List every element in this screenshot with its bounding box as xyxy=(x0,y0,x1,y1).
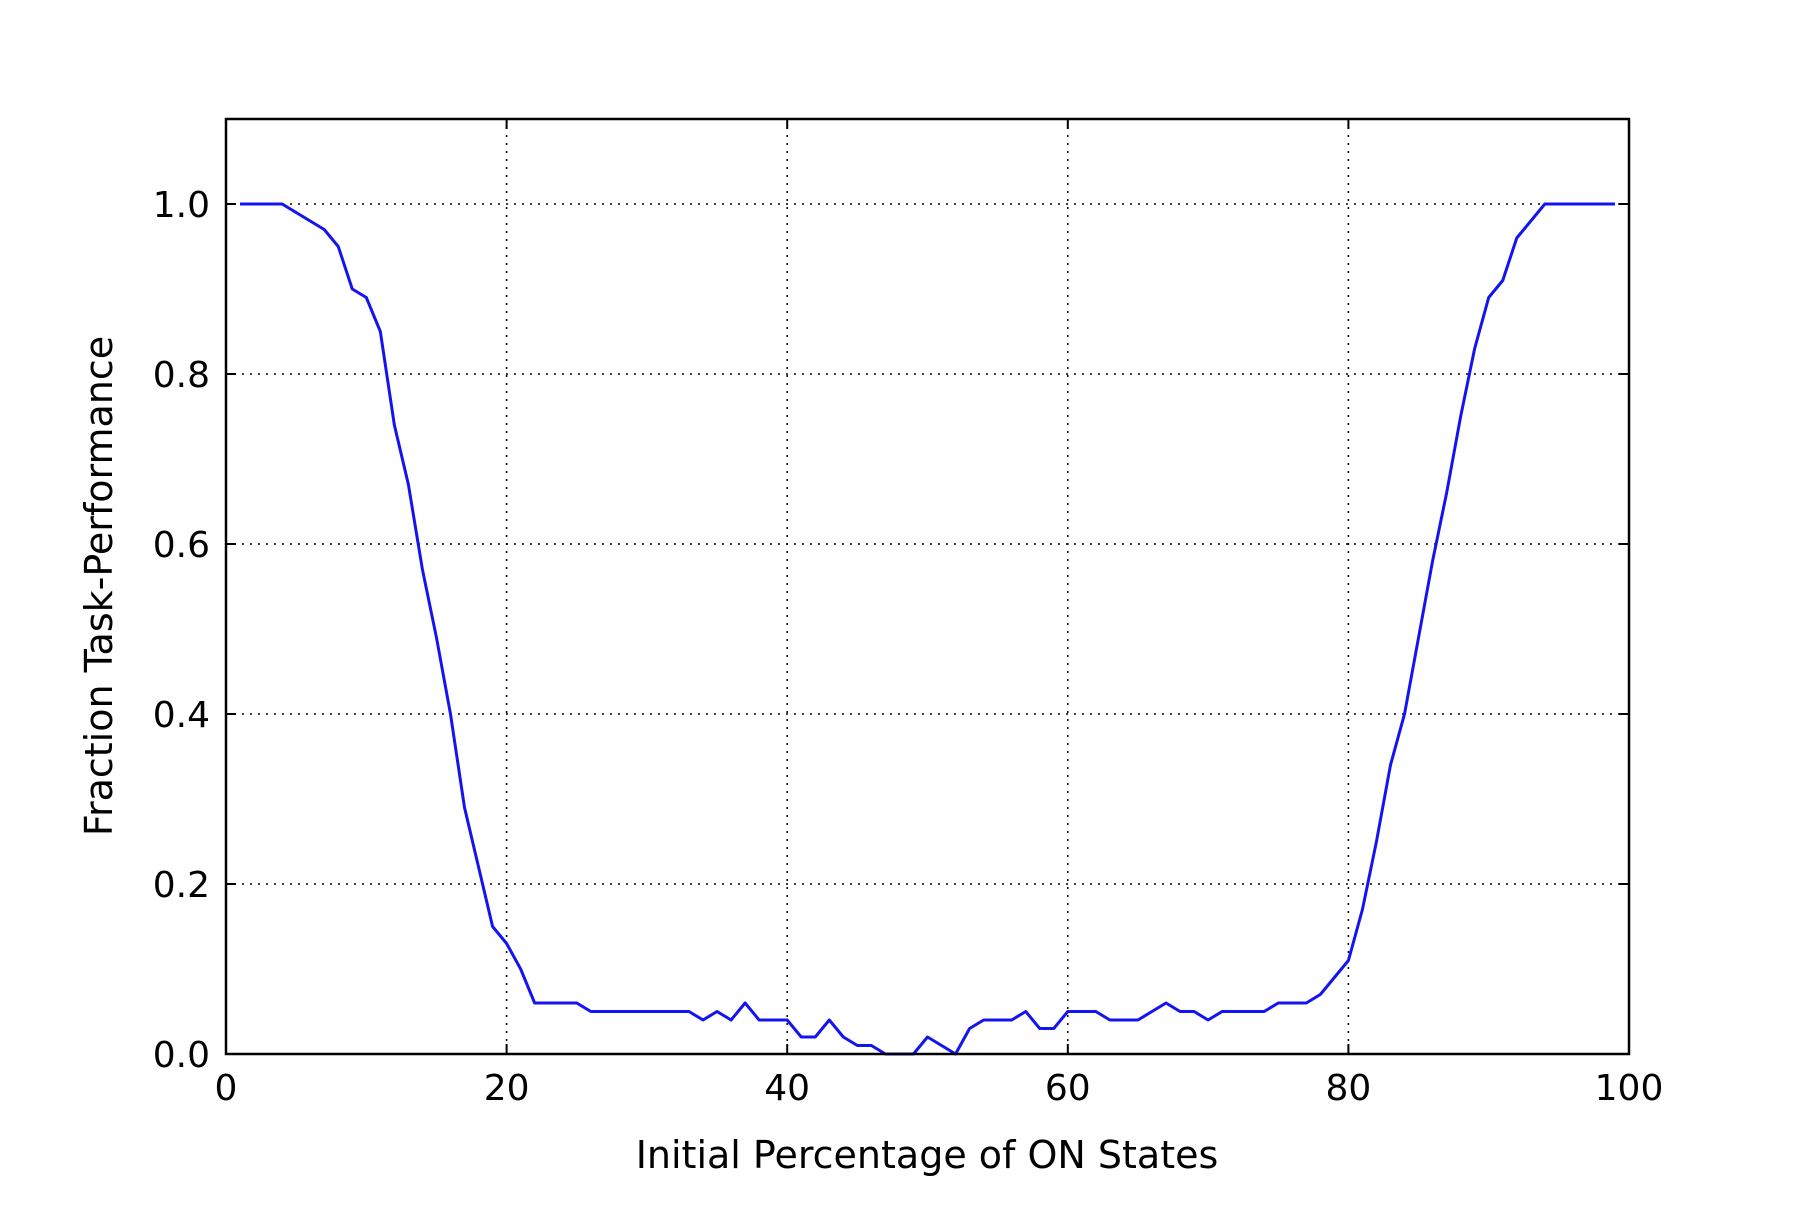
y-tick-label: 0.0 xyxy=(153,1035,210,1076)
x-tick-label: 0 xyxy=(215,1068,238,1109)
plot-frame xyxy=(224,117,1631,1056)
y-tick-label: 1.0 xyxy=(153,185,210,226)
x-tick-label: 80 xyxy=(1325,1068,1371,1109)
y-tick-label: 0.6 xyxy=(153,525,210,566)
series-line xyxy=(240,202,1615,1056)
x-tick-label: 60 xyxy=(1045,1068,1091,1109)
y-tick-label: 0.4 xyxy=(153,695,210,736)
y-tick-label: 0.8 xyxy=(153,355,210,396)
tick-layer: 0 20 40 60 80 100 0.0 0.2 0.4 0.6 0.8 1.0 xyxy=(153,119,1664,1109)
x-tick-label: 20 xyxy=(484,1068,530,1109)
x-tick-label: 100 xyxy=(1595,1068,1664,1109)
y-tick-label: 0.2 xyxy=(153,865,210,906)
y-axis-label: Fraction Task-Performance xyxy=(77,336,121,836)
series-layer xyxy=(240,202,1615,1056)
grid-lines xyxy=(226,119,1629,1054)
x-axis-label: Initial Percentage of ON States xyxy=(636,1133,1219,1177)
x-tick-label: 40 xyxy=(764,1068,810,1109)
